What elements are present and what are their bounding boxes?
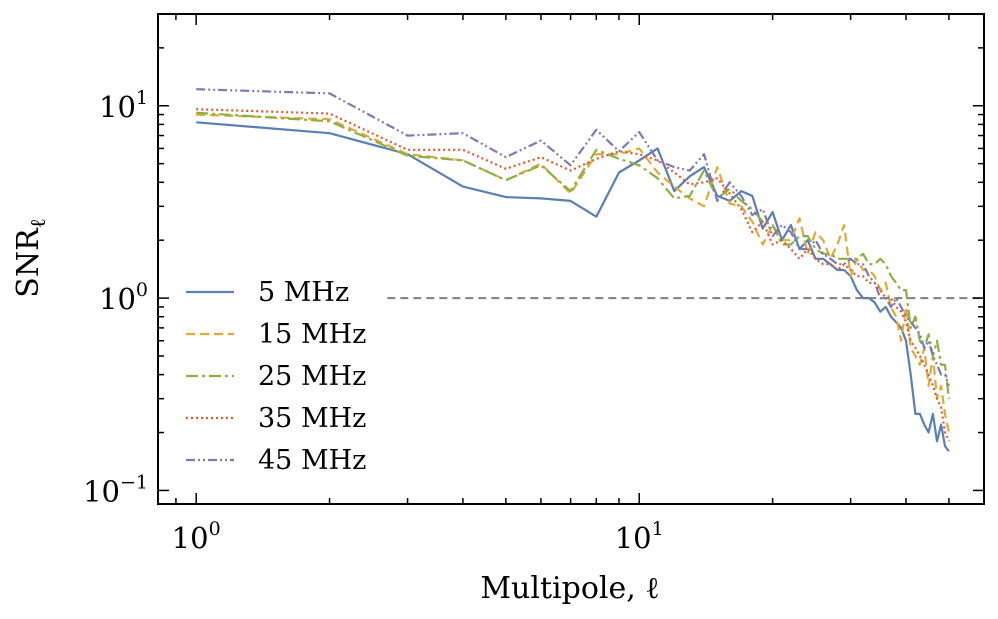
- y-axis-label: SNRℓ: [11, 218, 50, 297]
- series-line-3: [196, 111, 950, 399]
- legend-label-1: 5 MHz: [258, 277, 349, 308]
- x-tick-label-1-exponent: 0: [209, 518, 221, 540]
- series-line-4: [196, 108, 950, 442]
- legend-label-2: 15 MHz: [258, 319, 366, 350]
- y-tick-label-2-base: 10: [99, 282, 136, 316]
- series-line-1: [196, 121, 950, 452]
- x-tick-label-2-base: 10: [615, 521, 652, 555]
- x-tick-label-2-exponent: 1: [652, 518, 664, 540]
- y-axis-label-subscript: ℓ: [26, 218, 50, 228]
- y-tick-label-2: 100: [99, 279, 148, 316]
- legend-label-3: 25 MHz: [258, 361, 366, 392]
- x-tick-label-1: 100: [172, 518, 221, 555]
- y-axis-label-main: SNR: [11, 227, 46, 298]
- series-line-2: [196, 113, 950, 433]
- tick-layer: [158, 13, 985, 504]
- legend-label-4: 35 MHz: [258, 403, 366, 434]
- legend: 5 MHz 15 MHz 25 MHz 35 MHz 45 MHz: [186, 277, 366, 476]
- series-line-5: [196, 88, 950, 387]
- y-tick-label-3-exponent: 1: [136, 87, 148, 109]
- y-tick-label-3-base: 10: [99, 90, 136, 124]
- legend-label-5: 45 MHz: [258, 445, 366, 476]
- y-tick-label-3: 101: [99, 87, 148, 124]
- x-tick-label-2: 101: [615, 518, 664, 555]
- x-tick-label-1-base: 10: [172, 521, 209, 555]
- y-tick-label-1-base: 10: [83, 474, 120, 508]
- x-axis-label: Multipole, ℓ: [480, 571, 659, 606]
- y-tick-label-2-exponent: 0: [136, 279, 148, 301]
- y-tick-label-1: 10−1: [83, 471, 148, 508]
- series-layer: [196, 88, 950, 452]
- y-tick-label-1-exponent: −1: [120, 471, 148, 493]
